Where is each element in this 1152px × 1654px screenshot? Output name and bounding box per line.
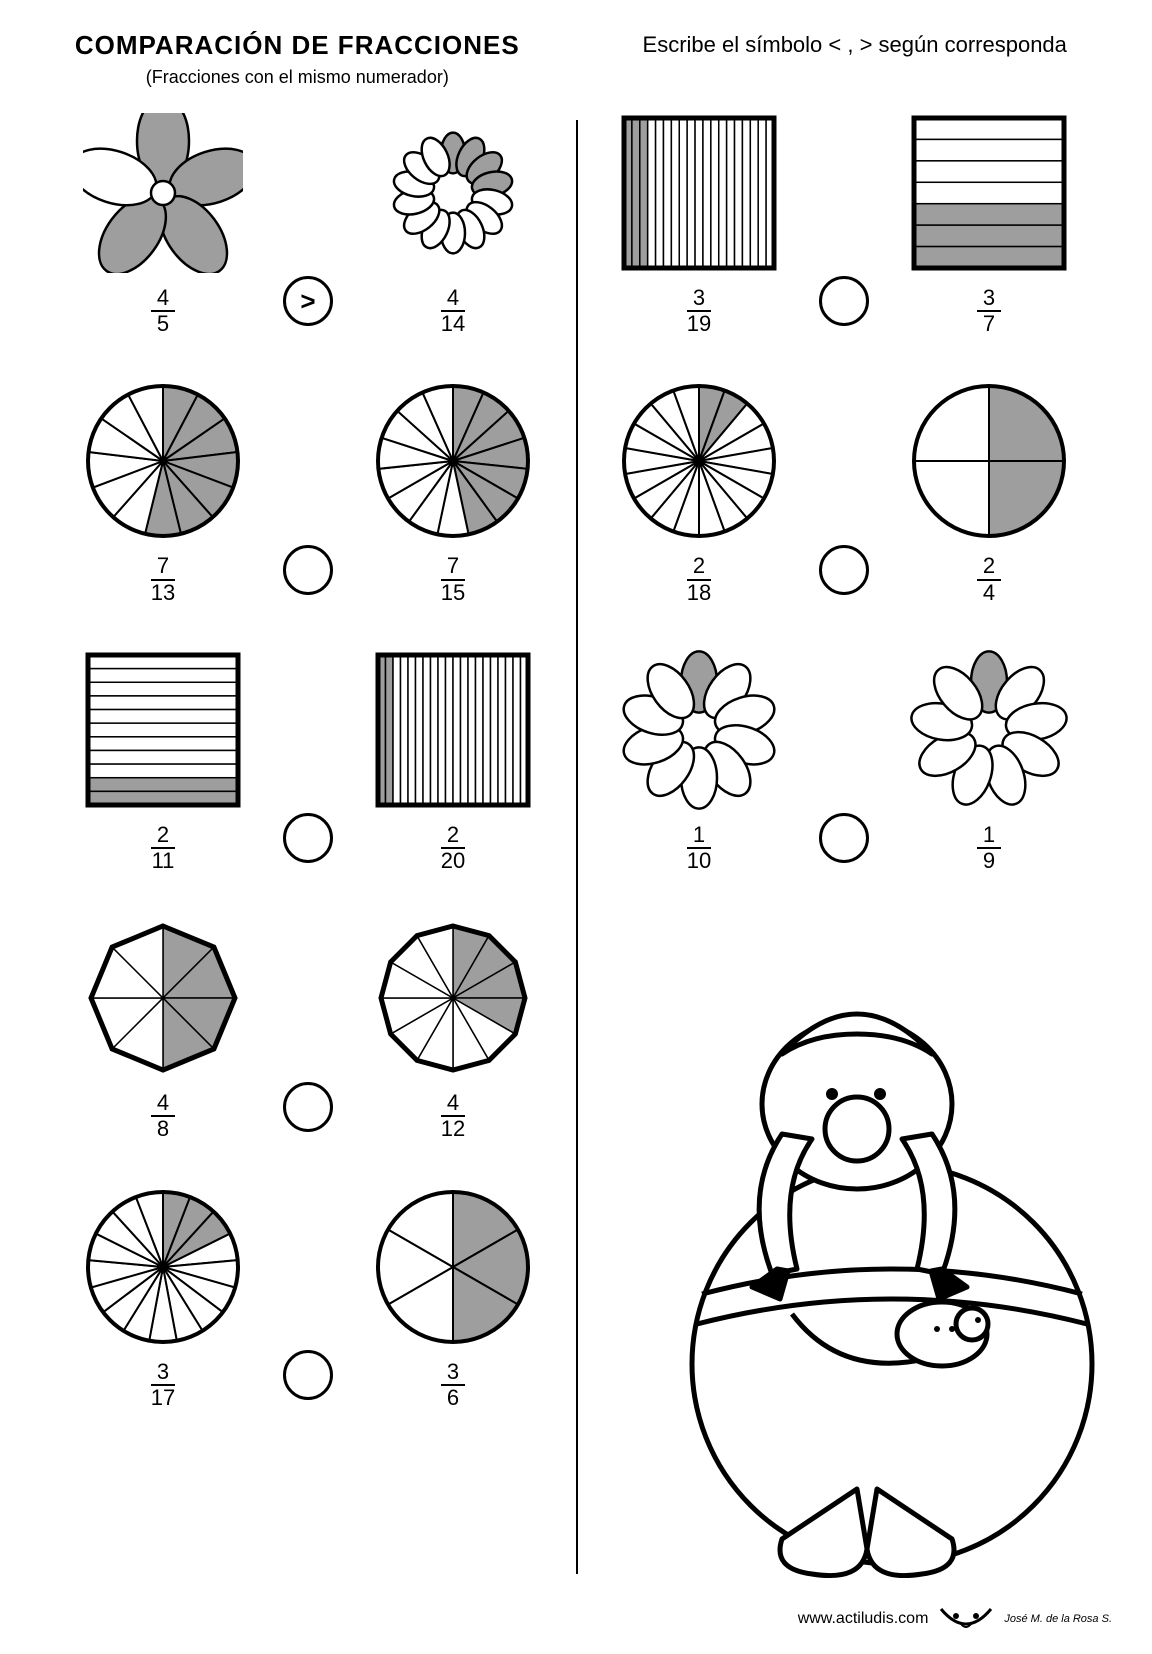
fraction-label: 218 xyxy=(681,554,717,604)
answer-circle[interactable] xyxy=(819,545,869,595)
shape-a xyxy=(83,913,243,1083)
comparison-row: 211 220 xyxy=(40,645,576,873)
fraction-cell-b: 715 xyxy=(363,376,543,604)
fraction-cell-a: 211 xyxy=(73,645,253,873)
fraction-label: 319 xyxy=(681,286,717,336)
footer-url: www.actiludis.com xyxy=(798,1610,929,1628)
fraction-label: 713 xyxy=(145,554,181,604)
shape-a xyxy=(619,108,779,278)
footer-logo-icon xyxy=(936,1604,996,1634)
comparison-row: 319 37 xyxy=(576,108,1112,336)
answer-circle[interactable] xyxy=(283,545,333,595)
answer-circle[interactable] xyxy=(819,276,869,326)
fraction-cell-b: 412 xyxy=(363,913,543,1141)
page-subtitle: (Fracciones con el mismo numerador) xyxy=(40,67,555,88)
fraction-label: 45 xyxy=(151,286,175,336)
answer-circle[interactable] xyxy=(283,1350,333,1400)
answer-circle[interactable] xyxy=(283,1082,333,1132)
fraction-label: 37 xyxy=(977,286,1001,336)
instruction-text: Escribe el símbolo < , > según correspon… xyxy=(597,30,1112,58)
fraction-label: 19 xyxy=(977,823,1001,873)
shape-a xyxy=(83,1182,243,1352)
shape-b xyxy=(373,913,533,1083)
fraction-cell-b: 19 xyxy=(899,645,1079,873)
fraction-label: 412 xyxy=(435,1091,471,1141)
comparison-row: 713 715 xyxy=(40,376,576,604)
shape-a xyxy=(619,376,779,546)
footer-author: José M. de la Rosa S. xyxy=(1004,1613,1112,1625)
fraction-cell-b: 36 xyxy=(363,1182,543,1410)
fraction-cell-b: 37 xyxy=(899,108,1079,336)
fraction-cell-a: 110 xyxy=(609,645,789,873)
fraction-cell-a: 218 xyxy=(609,376,789,604)
fraction-label: 110 xyxy=(681,823,717,873)
shape-b xyxy=(373,645,533,815)
comparison-row: 48 412 xyxy=(40,913,576,1141)
footer: www.actiludis.com José M. de la Rosa S. xyxy=(798,1604,1112,1634)
comparison-row: 45 >414 xyxy=(40,108,576,336)
shape-b xyxy=(909,376,1069,546)
shape-a xyxy=(83,645,243,815)
shape-b xyxy=(373,376,533,546)
page-title: COMPARACIÓN DE FRACCIONES xyxy=(40,30,555,61)
cartoon-illustration xyxy=(642,984,1122,1584)
fraction-cell-a: 45 xyxy=(73,108,253,336)
shape-a xyxy=(83,108,243,278)
worksheet-page: COMPARACIÓN DE FRACCIONES (Fracciones co… xyxy=(0,0,1152,1654)
fraction-cell-a: 48 xyxy=(73,913,253,1141)
shape-a xyxy=(619,645,779,815)
shape-a xyxy=(83,376,243,546)
fraction-cell-b: 24 xyxy=(899,376,1079,604)
answer-circle[interactable] xyxy=(283,813,333,863)
fraction-label: 220 xyxy=(435,823,471,873)
fraction-label: 36 xyxy=(441,1360,465,1410)
fraction-label: 48 xyxy=(151,1091,175,1141)
answer-circle[interactable] xyxy=(819,813,869,863)
title-block: COMPARACIÓN DE FRACCIONES (Fracciones co… xyxy=(40,30,555,88)
left-column: 45 >414 713 715 211 220 48 412 317 36 xyxy=(40,108,576,1588)
comparison-row: 110 19 xyxy=(576,645,1112,873)
shape-b xyxy=(909,108,1069,278)
fraction-label: 317 xyxy=(145,1360,181,1410)
comparison-row: 317 36 xyxy=(40,1182,576,1410)
fraction-label: 414 xyxy=(435,286,471,336)
answer-circle[interactable]: > xyxy=(283,276,333,326)
fraction-label: 715 xyxy=(435,554,471,604)
comparison-row: 218 24 xyxy=(576,376,1112,604)
fraction-cell-a: 317 xyxy=(73,1182,253,1410)
fraction-cell-b: 414 xyxy=(363,108,543,336)
fraction-cell-a: 713 xyxy=(73,376,253,604)
shape-b xyxy=(909,645,1069,815)
fraction-cell-a: 319 xyxy=(609,108,789,336)
fraction-label: 211 xyxy=(146,823,181,873)
shape-b xyxy=(373,1182,533,1352)
fraction-label: 24 xyxy=(977,554,1001,604)
header: COMPARACIÓN DE FRACCIONES (Fracciones co… xyxy=(40,30,1112,88)
shape-b xyxy=(373,108,533,278)
fraction-cell-b: 220 xyxy=(363,645,543,873)
